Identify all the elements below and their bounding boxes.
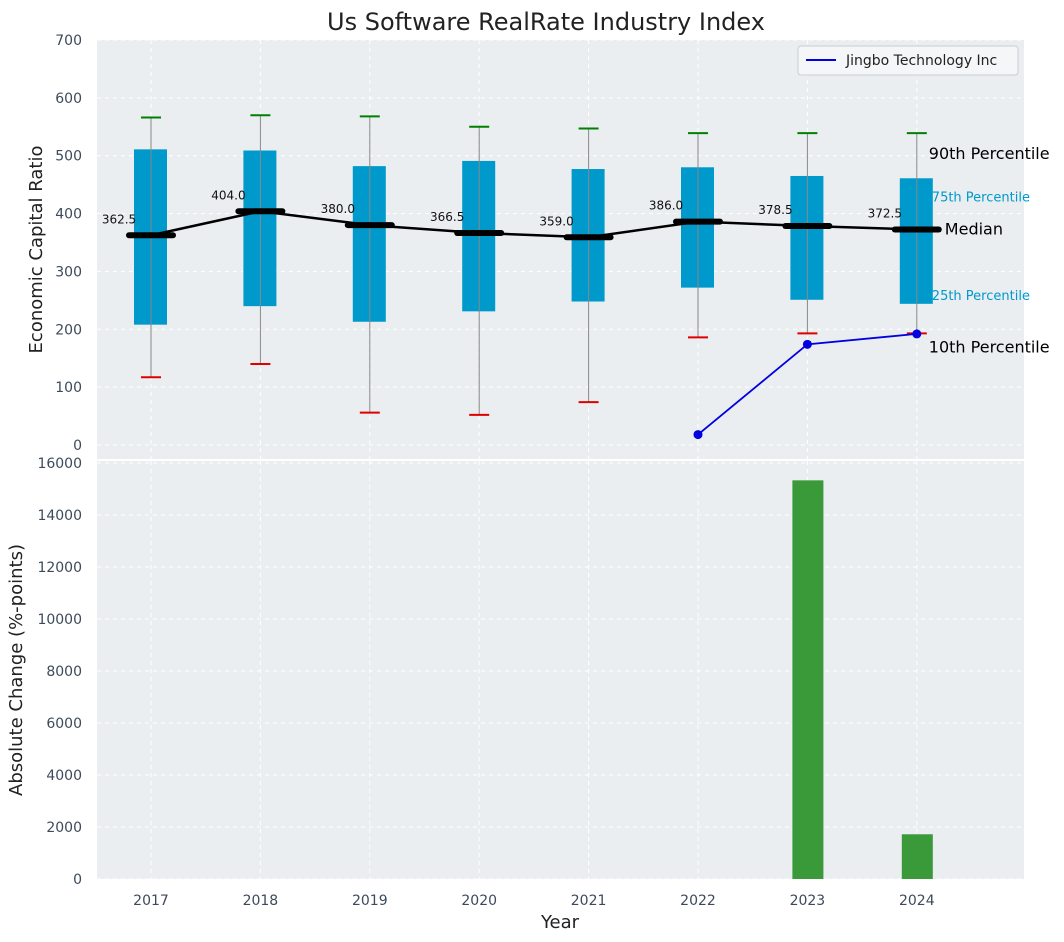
- median-value-labels: 362.5 404.0 380.0 366.5 359.0 386.0 378.5 372.5: [102, 188, 902, 228]
- bottom-y-tick-label: 14000: [37, 508, 82, 524]
- x-tick-label: 2023: [790, 893, 826, 909]
- change-bar-2024: [901, 834, 933, 879]
- chart-title: Us Software RealRate Industry Index: [327, 8, 765, 36]
- company-point: [912, 329, 922, 339]
- annotation-90th-percentile: 90th Percentile: [929, 144, 1050, 163]
- bottom-y-tick-labels: 0 2000 4000 6000 8000 10000 12000 14000 16000: [37, 456, 82, 888]
- top-y-tick-label: 400: [55, 207, 82, 223]
- median-value-label: 404.0: [211, 188, 245, 202]
- top-y-tick-label: 700: [55, 33, 82, 49]
- bottom-y-tick-label: 6000: [46, 716, 82, 732]
- company-point: [802, 339, 812, 349]
- box-2020: [454, 125, 505, 416]
- bottom-y-axis-label: Absolute Change (%-points): [6, 544, 27, 796]
- x-axis-label: Year: [540, 912, 580, 933]
- median-value-label: 372.5: [868, 206, 902, 220]
- annotation-median: Median: [945, 219, 1003, 238]
- bottom-panel: 0 2000 4000 6000 8000 10000 12000 14000 16000 20…: [6, 456, 1024, 933]
- median-trend-line: [150, 209, 917, 239]
- percentile-annotations: 90th Percentile 75th Percentile Median 2…: [929, 144, 1050, 356]
- bottom-panel-background: [97, 461, 1024, 879]
- x-tick-label: 2024: [899, 893, 935, 909]
- bottom-y-tick-label: 16000: [37, 456, 82, 472]
- x-tick-label: 2020: [461, 893, 497, 909]
- company-series: [693, 329, 922, 440]
- x-tick-label: 2019: [352, 893, 388, 909]
- top-y-tick-label: 500: [55, 149, 82, 165]
- box-2018: [235, 114, 286, 365]
- top-y-axis-label: Economic Capital Ratio: [26, 146, 47, 354]
- median-value-label: 378.5: [758, 203, 792, 217]
- top-y-tick-label: 100: [55, 380, 82, 396]
- top-y-tick-label: 300: [55, 264, 82, 280]
- bottom-y-tick-label: 12000: [37, 560, 82, 576]
- median-value-label: 359.0: [539, 214, 573, 228]
- top-y-tick-label: 200: [55, 322, 82, 338]
- median-value-label: 380.0: [321, 202, 355, 216]
- annotation-75th-percentile: 75th Percentile: [932, 190, 1030, 205]
- median-value-label: 362.5: [102, 212, 136, 226]
- top-panel-background: [97, 40, 1024, 459]
- bottom-y-tick-label: 10000: [37, 612, 82, 628]
- box-2022: [673, 132, 723, 339]
- bottom-y-tick-label: 8000: [46, 664, 82, 680]
- x-tick-label: 2017: [133, 893, 169, 909]
- legend: Jingbo Technology Inc: [797, 45, 1019, 76]
- change-bars: [792, 480, 933, 879]
- company-point: [693, 430, 703, 440]
- median-line: [150, 209, 917, 239]
- x-tick-label: 2021: [571, 893, 607, 909]
- top-y-tick-label: 0: [73, 438, 82, 454]
- x-tick-labels: 2017 2018 2019 2020 2021 2022 2023 2024: [133, 893, 935, 909]
- top-y-tick-labels: 0 100 200 300 400 500 600 700: [55, 33, 82, 454]
- legend-entry-jingbo: Jingbo Technology Inc: [845, 53, 997, 69]
- top-y-tick-label: 600: [55, 91, 82, 107]
- legend-box: [797, 45, 1019, 76]
- median-value-label: 366.5: [430, 210, 464, 224]
- median-value-label: 386.0: [649, 199, 683, 213]
- change-bar-2023: [792, 480, 824, 879]
- bottom-y-tick-label: 0: [73, 872, 82, 888]
- annotation-25th-percentile: 25th Percentile: [932, 289, 1030, 304]
- bottom-y-tick-label: 2000: [46, 820, 82, 836]
- x-tick-label: 2018: [243, 893, 279, 909]
- x-tick-label: 2022: [680, 893, 716, 909]
- annotation-10th-percentile: 10th Percentile: [929, 337, 1050, 356]
- bottom-y-tick-label: 4000: [46, 768, 82, 784]
- bottom-gridlines: [97, 461, 1024, 880]
